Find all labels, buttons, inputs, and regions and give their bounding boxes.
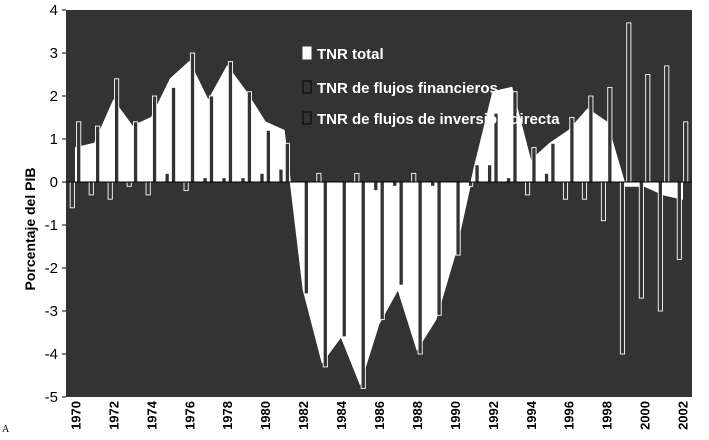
- bar-series-1: [133, 121, 139, 183]
- y-tick-label: 0: [50, 174, 58, 191]
- bar-series-2: [259, 172, 265, 183]
- x-tick-label: 2002: [676, 401, 691, 430]
- bar-series-2: [126, 181, 132, 187]
- legend-swatch: [302, 111, 312, 125]
- corner-label: A: [2, 424, 10, 435]
- bar-series-2: [202, 177, 208, 183]
- bar-series-2: [581, 181, 588, 200]
- x-tick-label: 1970: [68, 401, 83, 430]
- bar-series-1: [683, 121, 689, 183]
- legend-swatch: [302, 80, 312, 94]
- legend-label: TNR total: [317, 46, 384, 63]
- y-tick-label: -2: [45, 260, 58, 277]
- bar-series-1: [246, 91, 252, 183]
- bar-series-2: [600, 181, 606, 222]
- bar-series-1: [265, 129, 271, 183]
- x-tick-label: 1980: [258, 401, 273, 430]
- legend: TNR total TNR de flujos financieros TNR de…: [302, 46, 560, 128]
- y-tick-label: -1: [45, 217, 58, 234]
- bar-series-2: [145, 181, 151, 196]
- y-tick-label: -5: [45, 389, 58, 406]
- bar-series-2: [373, 181, 379, 192]
- x-tick-label: 1986: [372, 401, 387, 430]
- bar-series-2: [562, 181, 569, 200]
- bar-series-1: [152, 95, 158, 183]
- bar-series-2: [221, 177, 227, 183]
- bar-series-1: [208, 95, 215, 183]
- bar-series-2: [392, 181, 398, 187]
- bar-series-1: [398, 181, 404, 286]
- bar-series-2: [183, 181, 189, 192]
- x-tick-label: 2000: [638, 401, 653, 430]
- bar-series-1: [607, 86, 613, 183]
- bar-series-2: [619, 181, 625, 355]
- bar-series-2: [676, 181, 682, 260]
- bar-series-1: [95, 125, 101, 183]
- bar-series-1: [189, 52, 196, 183]
- bar-series-1: [645, 74, 651, 183]
- bar-series-1: [436, 181, 442, 316]
- bar-series-1: [550, 142, 556, 183]
- bar-series-2: [638, 181, 644, 299]
- bar-series-2: [354, 172, 360, 183]
- bar-series-1: [664, 65, 670, 183]
- bar-series-1: [284, 142, 290, 183]
- legend-label: TNR de flujos financieros: [317, 80, 498, 97]
- bar-series-2: [164, 172, 170, 183]
- bar-series-1: [531, 147, 537, 183]
- bar-series-2: [430, 181, 436, 187]
- x-tick-label: 1982: [296, 401, 311, 430]
- bar-series-1: [341, 181, 347, 338]
- bar-series-1: [512, 91, 518, 183]
- bar-series-2: [543, 172, 550, 183]
- bar-series-2: [316, 172, 322, 183]
- y-tick-label: 4: [50, 2, 58, 19]
- bar-series-2: [506, 177, 512, 183]
- bar-series-1: [76, 121, 82, 183]
- x-tick-label: 1992: [486, 401, 501, 430]
- bar-series-2: [411, 172, 417, 183]
- bar-series-2: [487, 164, 493, 183]
- bar-series-1: [417, 181, 423, 355]
- bar-series-2: [468, 181, 474, 187]
- legend-label: TNR de flujos de inversión directa: [317, 111, 560, 128]
- x-tick-label: 1972: [106, 401, 121, 430]
- x-tick-label: 1994: [524, 400, 539, 430]
- bar-series-1: [170, 86, 177, 183]
- x-tick-label: 1974: [144, 400, 159, 430]
- x-tick-label: 1978: [220, 401, 235, 430]
- bar-series-1: [569, 117, 575, 183]
- bar-series-1: [322, 181, 328, 368]
- bar-series-1: [303, 181, 309, 295]
- bar-series-2: [107, 181, 113, 200]
- y-tick-label: -3: [45, 303, 58, 320]
- bar-series-2: [69, 181, 75, 209]
- bar-series-1: [114, 78, 120, 183]
- bar-series-2: [525, 181, 531, 196]
- bar-series-1: [474, 164, 480, 183]
- y-tick-label: 1: [50, 131, 58, 148]
- bar-series-1: [227, 61, 233, 183]
- bar-series-1: [360, 181, 366, 389]
- x-tick-label: 1996: [562, 401, 577, 430]
- y-tick-label: 3: [50, 45, 58, 62]
- bar-series-2: [278, 168, 284, 183]
- legend-swatch: [302, 46, 312, 60]
- x-tick-label: 1984: [334, 400, 349, 430]
- bar-series-1: [626, 22, 632, 183]
- x-tick-label: 1998: [600, 401, 615, 430]
- x-tick-label: 1988: [410, 401, 425, 430]
- y-axis-label: Porcentaje del PIB: [22, 168, 38, 291]
- x-tick-label: 1990: [448, 401, 463, 430]
- y-tick-label: -4: [45, 346, 58, 363]
- y-tick-label: 2: [50, 88, 58, 105]
- bar-series-2: [657, 181, 663, 312]
- x-tick-label: 1976: [182, 401, 197, 430]
- bar-series-1: [455, 181, 461, 256]
- bar-series-1: [588, 95, 594, 183]
- bar-series-1: [379, 181, 385, 321]
- bar-series-2: [240, 177, 246, 183]
- bar-series-2: [88, 181, 94, 196]
